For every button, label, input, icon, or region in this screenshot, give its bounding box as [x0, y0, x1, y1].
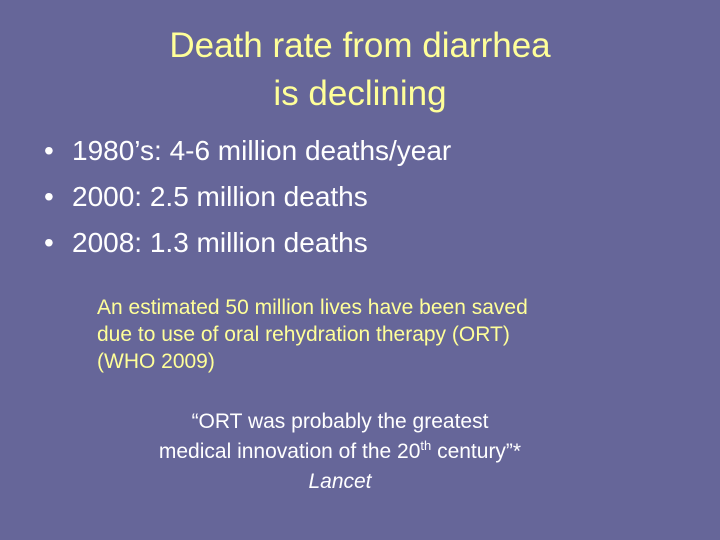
quote-superscript: th	[420, 438, 432, 453]
bullet-item: • 1980’s: 4-6 million deaths/year	[44, 132, 451, 178]
bullet-text: 2008: 1.3 million deaths	[72, 227, 368, 258]
bullet-marker: •	[44, 135, 54, 166]
ort-note: An estimated 50 million lives have been …	[97, 294, 617, 375]
quote-line-2-end: century”*	[431, 440, 522, 463]
bullet-text: 1980’s: 4-6 million deaths/year	[72, 135, 452, 166]
slide-title-line-1: Death rate from diarrhea	[169, 26, 551, 65]
ort-note-line-1: An estimated 50 million lives have been …	[97, 296, 528, 319]
bullet-marker: •	[44, 227, 54, 258]
quote-line-1: “ORT was probably the greatest	[191, 410, 489, 433]
slide-title-line-2: is declining	[273, 74, 447, 113]
quote-line-2-start: medical innovation of the 20	[158, 440, 421, 463]
bullet-list: • 1980’s: 4-6 million deaths/year • 2000…	[44, 132, 451, 270]
bullet-item: • 2000: 2.5 million deaths	[44, 178, 451, 224]
quote-source: Lancet	[308, 470, 372, 493]
quote-line-2: medical innovation of the 20th century”*	[0, 437, 680, 467]
ort-note-line-3: (WHO 2009)	[97, 350, 215, 373]
bullet-marker: •	[44, 181, 54, 212]
slide-title: Death rate from diarrhea is declining	[0, 22, 720, 118]
lancet-quote: “ORT was probably the greatest medical i…	[0, 407, 680, 497]
bullet-text: 2000: 2.5 million deaths	[72, 181, 368, 212]
ort-note-line-2: due to use of oral rehydration therapy (…	[97, 323, 510, 346]
bullet-item: • 2008: 1.3 million deaths	[44, 224, 451, 270]
